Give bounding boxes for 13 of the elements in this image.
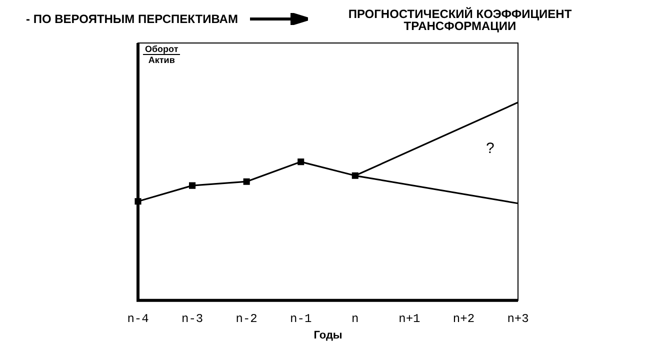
x-tick-label: n <box>352 312 359 326</box>
x-tick-label: n+2 <box>452 312 475 326</box>
x-tick-label: n-4 <box>127 312 149 326</box>
x-tick-label: n-3 <box>181 312 204 326</box>
chart-subtitle: ПРОГНОСТИЧЕСКИЙ КОЭФФИЦИЕНТ ТРАНСФОРМАЦИИ <box>347 7 573 33</box>
y-axis-title: Оборот Актив <box>144 44 180 65</box>
x-tick-label: n+3 <box>507 312 529 326</box>
x-axis-title: Годы <box>314 329 342 342</box>
x-tick-label: n-1 <box>290 312 312 326</box>
x-tick-label: n-2 <box>236 312 258 326</box>
x-tick-label: n+1 <box>398 312 420 326</box>
chart-title: - ПО ВЕРОЯТНЫМ ПЕРСПЕКТИВАМ <box>26 12 238 26</box>
annotation: ? <box>486 140 494 157</box>
